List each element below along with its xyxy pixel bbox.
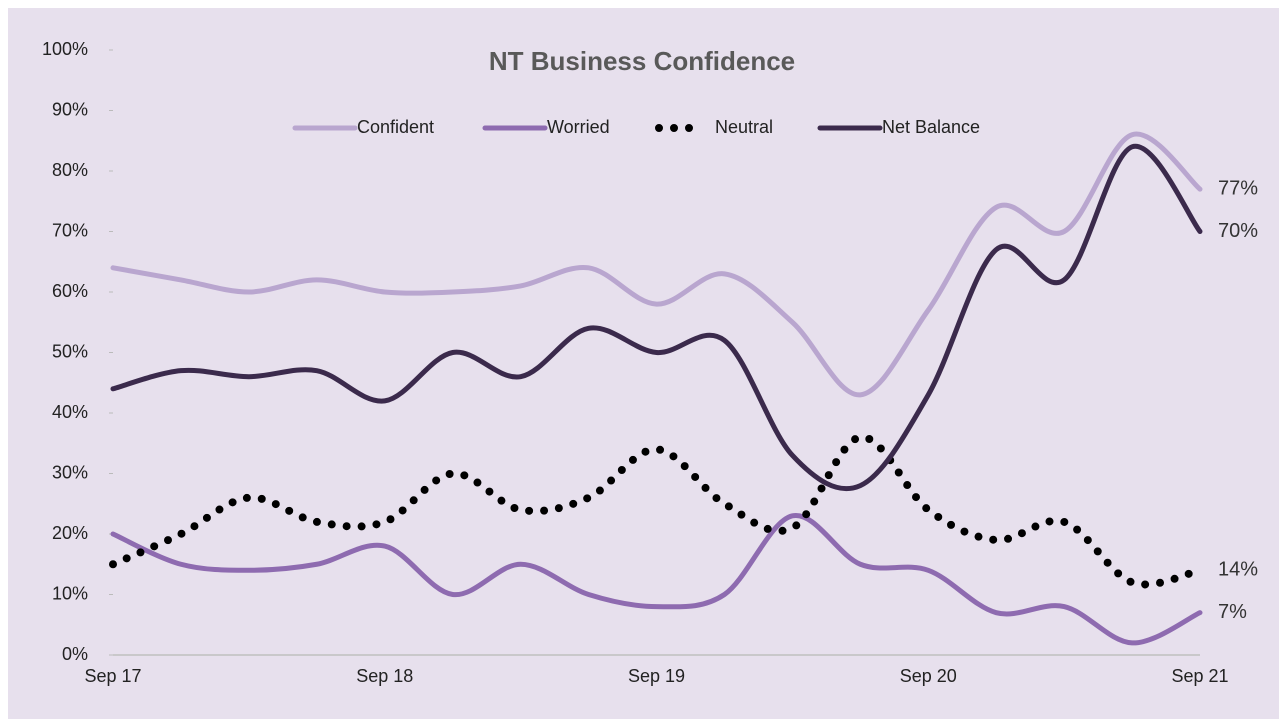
y-tick-label: 50% xyxy=(52,341,88,361)
data-label: 7% xyxy=(1218,601,1247,623)
data-label: 70% xyxy=(1218,220,1258,242)
chart-background xyxy=(8,8,1279,719)
y-tick-label: 10% xyxy=(52,583,88,603)
data-label: 14% xyxy=(1218,559,1258,581)
legend-label: Net Balance xyxy=(882,117,980,137)
x-tick-label: Sep 17 xyxy=(84,666,141,686)
y-tick-label: 0% xyxy=(62,644,88,664)
y-tick-label: 30% xyxy=(52,462,88,482)
legend-label: Worried xyxy=(547,117,610,137)
legend-label: Neutral xyxy=(715,117,773,137)
x-tick-label: Sep 20 xyxy=(900,666,957,686)
y-tick-label: 20% xyxy=(52,523,88,543)
x-tick-label: Sep 21 xyxy=(1171,666,1228,686)
y-tick-label: 80% xyxy=(52,160,88,180)
chart-title: NT Business Confidence xyxy=(489,46,795,76)
legend-label: Confident xyxy=(357,117,434,137)
y-tick-label: 60% xyxy=(52,281,88,301)
y-tick-label: 100% xyxy=(42,39,88,59)
x-tick-label: Sep 18 xyxy=(356,666,413,686)
data-label: 77% xyxy=(1218,177,1258,199)
series-line xyxy=(110,513,1203,646)
series-line xyxy=(110,131,1203,398)
series-line xyxy=(110,144,1203,492)
x-tick-label: Sep 19 xyxy=(628,666,685,686)
y-tick-label: 70% xyxy=(52,220,88,240)
y-tick-label: 90% xyxy=(52,99,88,119)
y-tick-label: 40% xyxy=(52,402,88,422)
